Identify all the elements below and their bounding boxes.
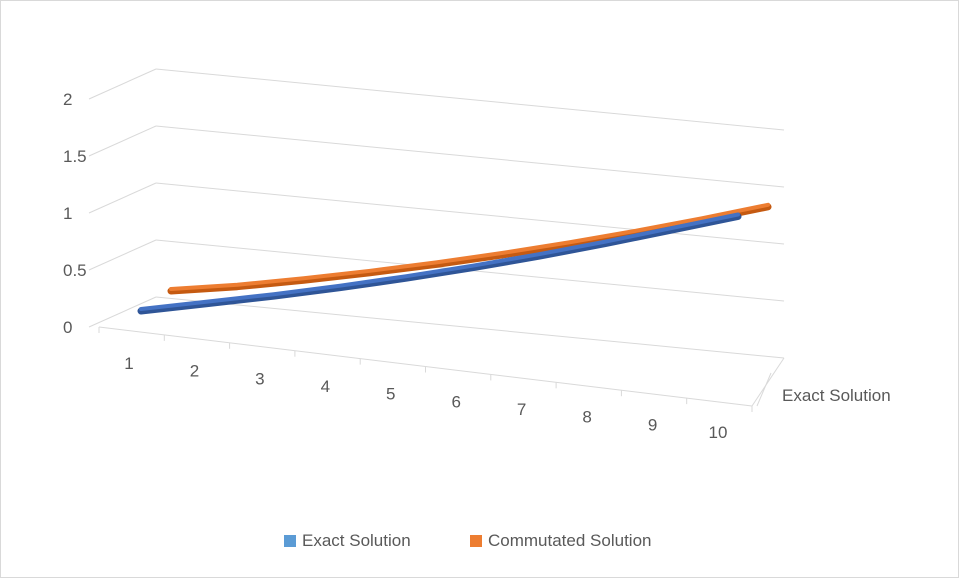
- legend: Exact Solution Commutated Solution: [284, 531, 651, 550]
- y-tick-label-2: 1: [63, 204, 72, 223]
- legend-label-1: Commutated Solution: [488, 531, 651, 550]
- gridline-side-3: [88, 125, 157, 157]
- x-tick-label-8: 9: [648, 415, 657, 434]
- x-tick-label-7: 8: [582, 408, 591, 427]
- gridline-2: [155, 182, 785, 245]
- gridline-side-0: [88, 296, 157, 328]
- y-tick-label-1: 0.5: [63, 261, 87, 280]
- gridlines: [88, 68, 785, 359]
- gridline-side-1: [88, 239, 157, 271]
- axes: [98, 326, 785, 412]
- legend-label-0: Exact Solution: [302, 531, 411, 550]
- y-tick-label-3: 1.5: [63, 147, 87, 166]
- depth-axis-tick: [756, 372, 772, 407]
- x-tick-label-3: 4: [321, 377, 330, 396]
- x-tick-label-9: 10: [709, 423, 728, 442]
- series-line-0: [139, 212, 740, 311]
- series-line-1: [169, 202, 770, 291]
- y-tick-label-4: 2: [63, 90, 72, 109]
- legend-swatch-0: [284, 535, 296, 547]
- x-tick-label-4: 5: [386, 385, 395, 404]
- series-ribbon-side-1: [167, 203, 772, 295]
- depth-axis-label: Exact Solution: [782, 386, 891, 405]
- gridline-0: [155, 296, 785, 359]
- gridline-3: [155, 125, 785, 188]
- legend-swatch-1: [470, 535, 482, 547]
- depth-axis-line: [751, 357, 785, 407]
- x-tick-label-2: 3: [255, 369, 264, 388]
- gridline-side-4: [88, 68, 157, 100]
- tick-labels: 0 0.5 1 1.5 2 1 2 3 4 5 6 7 8 9 10 Exact Solution: [63, 90, 891, 442]
- x-tick-label-5: 6: [451, 392, 460, 411]
- x-tick-label-1: 2: [190, 362, 199, 381]
- gridline-4: [155, 68, 785, 131]
- x-tick-label-0: 1: [124, 354, 133, 373]
- series-lines: [137, 202, 772, 315]
- x-tick-label-6: 7: [517, 400, 526, 419]
- y-tick-label-0: 0: [63, 318, 72, 337]
- gridline-side-2: [88, 182, 157, 214]
